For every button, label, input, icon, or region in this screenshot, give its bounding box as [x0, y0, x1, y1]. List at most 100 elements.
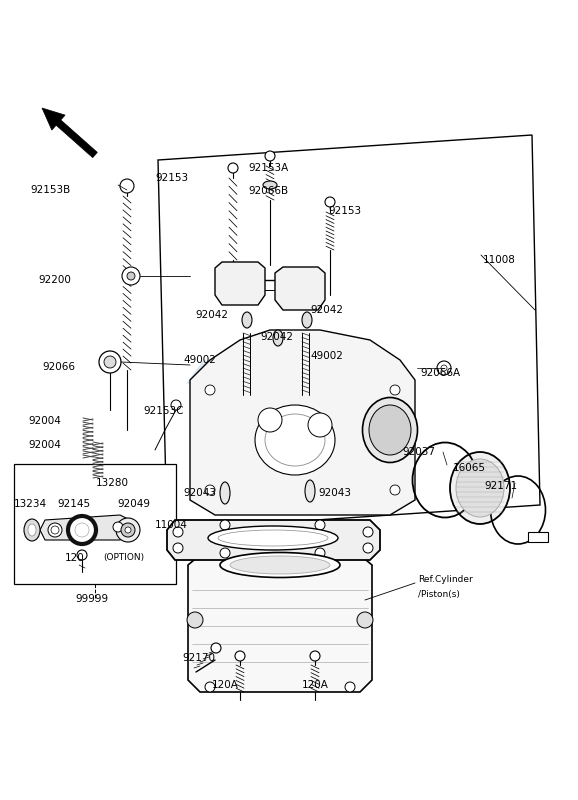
- Text: 49002: 49002: [310, 351, 343, 361]
- Circle shape: [205, 385, 215, 395]
- Ellipse shape: [208, 526, 338, 550]
- Ellipse shape: [255, 405, 335, 475]
- Circle shape: [173, 543, 183, 553]
- Circle shape: [220, 548, 230, 558]
- Circle shape: [441, 365, 447, 371]
- Circle shape: [75, 523, 89, 537]
- Text: 92066: 92066: [42, 362, 75, 372]
- Text: 92153B: 92153B: [30, 185, 71, 195]
- Ellipse shape: [362, 398, 417, 462]
- Circle shape: [171, 400, 181, 410]
- Circle shape: [187, 612, 203, 628]
- Circle shape: [121, 523, 135, 537]
- Text: 92200: 92200: [38, 275, 71, 285]
- Circle shape: [120, 179, 134, 193]
- Circle shape: [122, 267, 140, 285]
- Text: 13280: 13280: [96, 478, 129, 488]
- Circle shape: [363, 543, 373, 553]
- Circle shape: [51, 526, 59, 534]
- Circle shape: [315, 520, 325, 530]
- Circle shape: [310, 651, 320, 661]
- Circle shape: [205, 682, 215, 692]
- Circle shape: [127, 272, 135, 280]
- Text: 11008: 11008: [483, 255, 516, 265]
- Circle shape: [308, 413, 332, 437]
- Text: 16065: 16065: [453, 463, 486, 473]
- Circle shape: [125, 527, 131, 533]
- Text: 11004: 11004: [155, 520, 188, 530]
- Bar: [528, 532, 548, 542]
- Ellipse shape: [24, 519, 40, 541]
- Circle shape: [363, 527, 373, 537]
- Circle shape: [48, 523, 62, 537]
- Text: 13234: 13234: [14, 499, 47, 509]
- Text: 92066B: 92066B: [248, 186, 288, 196]
- Circle shape: [116, 518, 140, 542]
- Ellipse shape: [220, 482, 230, 504]
- Circle shape: [205, 485, 215, 495]
- Ellipse shape: [450, 452, 510, 524]
- Polygon shape: [40, 515, 130, 540]
- Polygon shape: [275, 267, 325, 310]
- Polygon shape: [56, 120, 97, 158]
- Polygon shape: [42, 108, 65, 130]
- Circle shape: [390, 385, 400, 395]
- Text: Ref.Cylinder: Ref.Cylinder: [418, 575, 473, 584]
- Ellipse shape: [220, 553, 340, 578]
- Circle shape: [390, 485, 400, 495]
- Text: 92153A: 92153A: [248, 163, 288, 173]
- Circle shape: [220, 520, 230, 530]
- Text: 92171: 92171: [484, 481, 517, 491]
- Text: 92145: 92145: [57, 499, 90, 509]
- Circle shape: [296, 279, 304, 287]
- Bar: [14, 464, 176, 584]
- Text: 92042: 92042: [260, 332, 293, 342]
- Ellipse shape: [218, 530, 328, 546]
- Ellipse shape: [273, 330, 283, 346]
- Circle shape: [235, 651, 245, 661]
- Text: 92004: 92004: [28, 440, 61, 450]
- Circle shape: [258, 408, 282, 432]
- Text: /Piston(s): /Piston(s): [418, 590, 460, 599]
- Circle shape: [292, 275, 308, 291]
- Ellipse shape: [265, 414, 325, 466]
- Circle shape: [315, 548, 325, 558]
- Circle shape: [211, 643, 221, 653]
- Text: 92153: 92153: [155, 173, 188, 183]
- Circle shape: [357, 612, 373, 628]
- Circle shape: [173, 527, 183, 537]
- Text: 120A: 120A: [212, 680, 239, 690]
- Circle shape: [68, 516, 96, 544]
- Text: 92153: 92153: [328, 206, 361, 216]
- Circle shape: [113, 522, 123, 532]
- Circle shape: [265, 151, 275, 161]
- Circle shape: [325, 197, 335, 207]
- Circle shape: [228, 163, 238, 173]
- Text: 120A: 120A: [302, 680, 329, 690]
- Text: 92066A: 92066A: [420, 368, 460, 378]
- Polygon shape: [190, 330, 415, 515]
- Ellipse shape: [305, 480, 315, 502]
- Circle shape: [232, 275, 248, 291]
- Ellipse shape: [456, 459, 504, 517]
- Ellipse shape: [242, 312, 252, 328]
- Text: 92037: 92037: [402, 447, 435, 457]
- Circle shape: [236, 279, 244, 287]
- Text: 99999: 99999: [75, 594, 108, 604]
- Circle shape: [104, 356, 116, 368]
- Text: 92042: 92042: [195, 310, 228, 320]
- Text: 92042: 92042: [310, 305, 343, 315]
- Ellipse shape: [369, 405, 411, 455]
- Text: (OPTION): (OPTION): [103, 553, 144, 562]
- Text: 120: 120: [65, 553, 85, 563]
- Circle shape: [345, 682, 355, 692]
- Text: 92153C: 92153C: [143, 406, 183, 416]
- Text: PartsCopy: PartsCopy: [181, 356, 398, 484]
- Circle shape: [437, 361, 451, 375]
- Polygon shape: [188, 555, 372, 692]
- Polygon shape: [167, 520, 380, 560]
- Text: 92049: 92049: [117, 499, 150, 509]
- Circle shape: [99, 351, 121, 373]
- Text: 49002: 49002: [183, 355, 216, 365]
- Polygon shape: [215, 262, 265, 305]
